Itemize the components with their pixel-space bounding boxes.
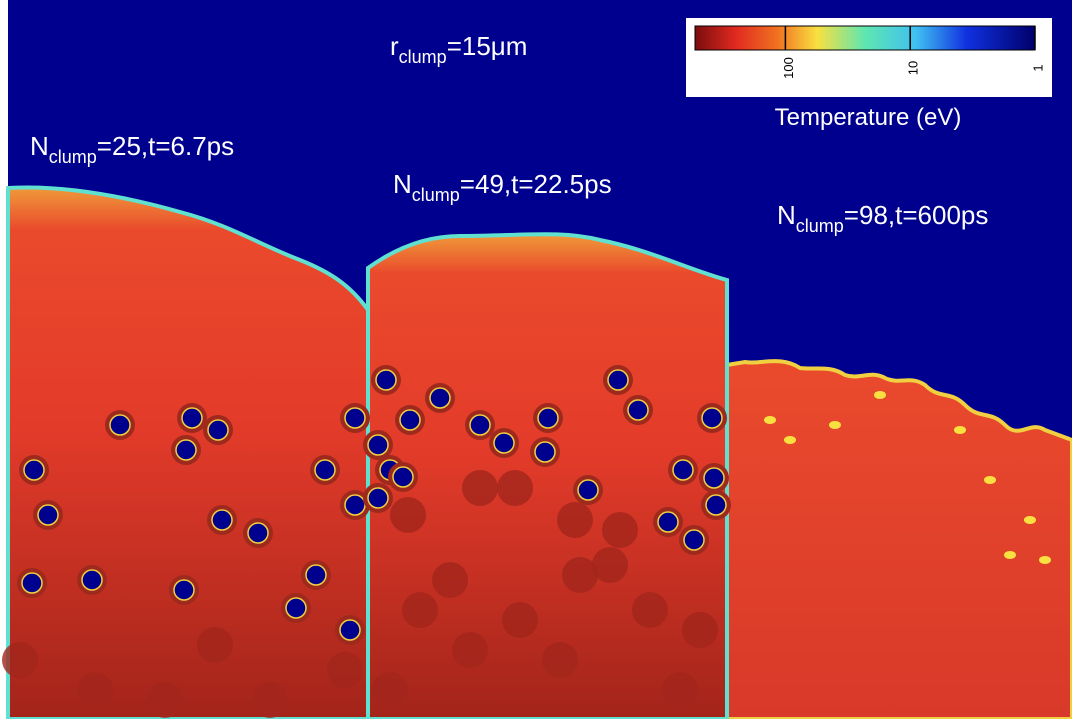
hot-spot (829, 421, 841, 429)
clump (315, 460, 335, 480)
cold-clump (390, 497, 426, 533)
hot-spot (874, 391, 886, 399)
hot-spot (764, 416, 776, 424)
clump (578, 480, 598, 500)
label-sub: clump (796, 216, 844, 236)
clump (176, 440, 196, 460)
cold-clump (462, 470, 498, 506)
figure: rclump=15μm Nclump=25,t=6.7ps Nclump=49,… (0, 0, 1072, 719)
cold-clump (542, 642, 578, 678)
cold-clump (562, 557, 598, 593)
clump (110, 415, 130, 435)
colorbar-tick-label: 100 (781, 57, 796, 79)
colorbar-tick-label: 1 (1030, 64, 1045, 71)
hot-spot (1024, 516, 1036, 524)
clump (82, 570, 102, 590)
label-main: N (777, 200, 796, 230)
clump (368, 435, 388, 455)
clump (470, 415, 490, 435)
cold-clump (252, 682, 288, 718)
clump (430, 388, 450, 408)
cold-clump (197, 627, 233, 663)
clump (208, 420, 228, 440)
clump (340, 620, 360, 640)
clump (368, 488, 388, 508)
cold-clump (557, 502, 593, 538)
cold-clump (372, 672, 408, 708)
hot-spot (984, 476, 996, 484)
label-rest: =25,t=6.7ps (97, 131, 234, 161)
colorbar-tick-label: 10 (906, 61, 921, 75)
cold-clump (502, 602, 538, 638)
clump (706, 495, 726, 515)
clump (628, 400, 648, 420)
cold-clump (2, 642, 38, 678)
clump (684, 530, 704, 550)
label-rest: =98,t=600ps (844, 200, 989, 230)
cold-clump (602, 512, 638, 548)
cold-clump (432, 562, 468, 598)
label-rest: =49,t=22.5ps (460, 169, 612, 199)
clump (704, 468, 724, 488)
title-main: r (390, 31, 399, 61)
hot-spot (784, 436, 796, 444)
clump (673, 460, 693, 480)
cold-clump (682, 612, 718, 648)
cold-clump (662, 672, 698, 708)
clump (248, 523, 268, 543)
clump (400, 410, 420, 430)
clump (376, 370, 396, 390)
colorbar-label: Temperature (eV) (775, 104, 962, 131)
clump (22, 573, 42, 593)
title-sub: clump (399, 47, 447, 67)
clump (306, 565, 326, 585)
label-sub: clump (412, 185, 460, 205)
clump (212, 510, 232, 530)
colorbar (695, 26, 1035, 50)
cold-clump (632, 592, 668, 628)
clump (24, 460, 44, 480)
clump (494, 433, 514, 453)
clump (538, 408, 558, 428)
hot-spot (1039, 556, 1051, 564)
label-main: N (30, 131, 49, 161)
cold-clump (327, 652, 363, 688)
cold-clump (452, 632, 488, 668)
clump (535, 442, 555, 462)
label-sub: clump (49, 147, 97, 167)
clump (38, 505, 58, 525)
clump (608, 370, 628, 390)
cold-clump (497, 470, 533, 506)
clump (286, 598, 306, 618)
clump (658, 512, 678, 532)
clump (393, 467, 413, 487)
clump (182, 408, 202, 428)
cold-clump (402, 592, 438, 628)
hot-spot (954, 426, 966, 434)
hot-spot (1004, 551, 1016, 559)
clump (345, 495, 365, 515)
clump (345, 408, 365, 428)
label-main: N (393, 169, 412, 199)
cold-clump (77, 672, 113, 708)
title-rest: =15μm (447, 31, 528, 61)
cold-clump (147, 682, 183, 718)
clump (702, 408, 722, 428)
clump (174, 580, 194, 600)
